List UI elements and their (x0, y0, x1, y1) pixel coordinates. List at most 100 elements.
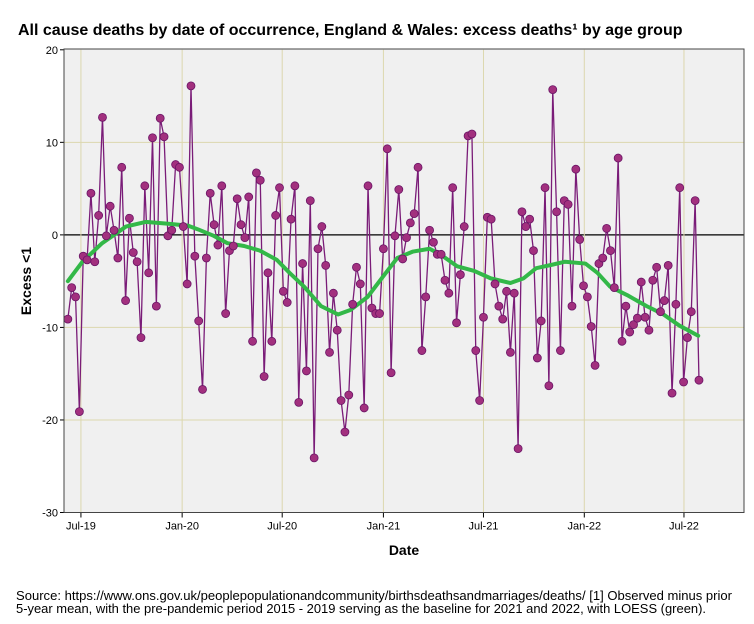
data-point (405, 218, 415, 228)
data-point (336, 396, 346, 405)
data-point (286, 214, 296, 224)
data-point (136, 333, 146, 342)
x-tick-label: Jul-22 (669, 521, 699, 533)
data-point (309, 453, 319, 463)
data-point (205, 188, 215, 198)
data-point (440, 275, 450, 285)
data-point (209, 220, 219, 230)
data-point (94, 211, 104, 220)
data-point (648, 275, 658, 285)
data-point (613, 153, 623, 163)
data-point (67, 283, 77, 293)
data-point (425, 225, 434, 235)
data-point (294, 397, 304, 407)
data-point (71, 292, 80, 302)
y-axis-label: Excess <1 (18, 247, 34, 315)
data-point (683, 333, 692, 342)
data-point (182, 279, 192, 289)
data-point (490, 279, 500, 289)
data-point (455, 270, 465, 280)
data-point (598, 253, 608, 263)
data-point (552, 207, 561, 217)
data-point (282, 298, 292, 307)
data-point (625, 327, 635, 337)
x-tick-label: Jul-20 (267, 521, 297, 533)
data-point (63, 314, 73, 324)
data-point (417, 346, 427, 355)
data-point (567, 301, 577, 311)
y-tick-label: 20 (46, 45, 58, 57)
plot-border (63, 48, 745, 513)
x-tick-label: Jan-21 (367, 521, 401, 533)
data-point (86, 188, 96, 198)
data-point (659, 296, 669, 305)
data-point (409, 209, 419, 218)
data-point (101, 231, 111, 241)
data-point (675, 183, 685, 193)
data-point (117, 162, 127, 172)
data-point (151, 301, 161, 311)
data-point (178, 222, 188, 231)
data-point (382, 144, 392, 154)
data-point (328, 288, 338, 298)
data-point (325, 348, 334, 357)
data-point (344, 390, 354, 400)
source-note-line-2: 5-year mean, with the pre-pandemic perio… (16, 602, 706, 616)
data-point (471, 346, 481, 355)
data-point (459, 222, 469, 231)
data-point (190, 251, 200, 261)
data-point (198, 385, 207, 394)
data-point (394, 185, 404, 194)
data-point (159, 132, 169, 142)
data-point (98, 112, 107, 122)
data-point (121, 296, 130, 305)
data-point (548, 85, 558, 94)
data-point (413, 162, 423, 172)
data-point (90, 257, 100, 267)
data-point (609, 283, 619, 293)
data-point (363, 181, 373, 191)
data-point (444, 288, 454, 298)
data-point (313, 244, 323, 254)
data-point (332, 325, 342, 335)
data-point (186, 81, 196, 91)
data-point (278, 286, 288, 296)
data-point (244, 192, 254, 202)
data-point (494, 301, 504, 311)
data-point (317, 222, 327, 231)
data-point (629, 320, 638, 330)
data-point (148, 133, 157, 143)
data-point (217, 181, 227, 191)
data-point (671, 299, 681, 309)
data-point (298, 259, 307, 268)
data-point (248, 336, 257, 346)
data-point (240, 233, 250, 243)
data-point (513, 444, 523, 454)
data-point (475, 396, 485, 405)
data-point (479, 312, 488, 322)
loess-curve (65, 219, 701, 338)
data-point (421, 292, 431, 302)
data-point (467, 129, 477, 139)
data-point (194, 316, 204, 326)
data-point (232, 194, 242, 204)
x-axis-label: Date (389, 542, 420, 558)
data-point (656, 307, 665, 317)
data-point (448, 183, 458, 193)
data-point (652, 262, 662, 272)
data-point (575, 235, 585, 244)
data-point (82, 255, 92, 265)
data-point (109, 225, 119, 235)
data-point (686, 307, 696, 317)
data-point (398, 254, 408, 264)
data-point (144, 268, 154, 278)
data-point (436, 249, 446, 259)
y-axis: 20 10 0 -10 -20 -30 (42, 45, 65, 520)
data-point (633, 313, 642, 323)
data-point (644, 325, 654, 335)
data-point (606, 246, 615, 256)
loess-line-path (65, 219, 701, 338)
data-point (617, 336, 627, 346)
data-point (263, 268, 273, 278)
